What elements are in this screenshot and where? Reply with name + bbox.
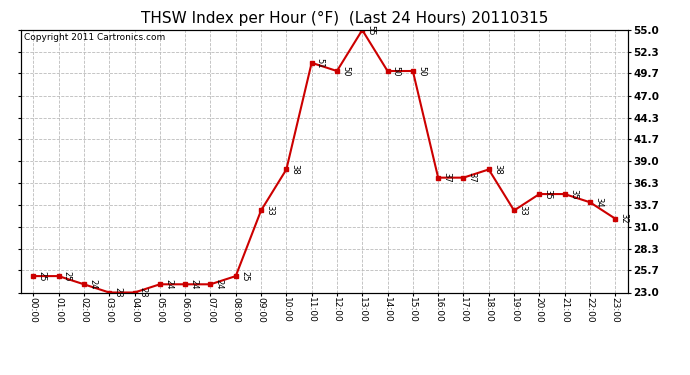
Text: 33: 33: [265, 205, 274, 216]
Text: Copyright 2011 Cartronics.com: Copyright 2011 Cartronics.com: [23, 33, 165, 42]
Text: 37: 37: [442, 172, 451, 183]
Text: 24: 24: [215, 279, 224, 290]
Text: 24: 24: [164, 279, 173, 290]
Text: 25: 25: [240, 271, 249, 281]
Text: 33: 33: [518, 205, 527, 216]
Text: 50: 50: [392, 66, 401, 76]
Text: 55: 55: [366, 25, 375, 35]
Text: 50: 50: [417, 66, 426, 76]
Text: 34: 34: [594, 197, 603, 208]
Text: 24: 24: [189, 279, 198, 290]
Text: 38: 38: [290, 164, 299, 175]
Text: 35: 35: [544, 189, 553, 200]
Text: 51: 51: [316, 58, 325, 68]
Text: 38: 38: [493, 164, 502, 175]
Text: 35: 35: [569, 189, 578, 200]
Text: 37: 37: [468, 172, 477, 183]
Text: 25: 25: [63, 271, 72, 281]
Text: 23: 23: [139, 287, 148, 298]
Text: 23: 23: [113, 287, 122, 298]
Text: 32: 32: [620, 213, 629, 224]
Text: 25: 25: [37, 271, 46, 281]
Text: 24: 24: [88, 279, 97, 290]
Text: 50: 50: [341, 66, 350, 76]
Text: THSW Index per Hour (°F)  (Last 24 Hours) 20110315: THSW Index per Hour (°F) (Last 24 Hours)…: [141, 11, 549, 26]
